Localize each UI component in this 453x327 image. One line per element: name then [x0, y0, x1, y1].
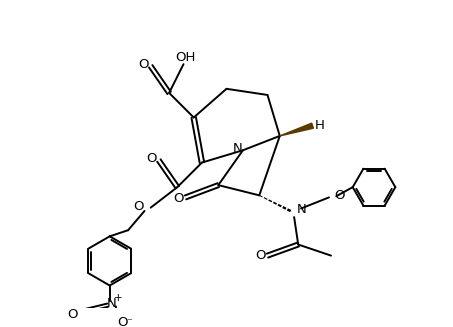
Text: O: O — [146, 152, 157, 165]
Text: O: O — [67, 308, 78, 321]
Text: O: O — [173, 192, 183, 205]
Text: N: N — [107, 297, 116, 310]
Text: H: H — [315, 119, 325, 132]
Text: N: N — [233, 142, 243, 155]
Text: O: O — [334, 189, 345, 202]
Text: O: O — [255, 249, 265, 262]
Text: N: N — [297, 203, 307, 216]
Text: OH: OH — [175, 51, 196, 64]
Text: O: O — [118, 316, 128, 327]
Text: O: O — [138, 58, 149, 71]
Text: O: O — [133, 200, 143, 213]
Text: +: + — [115, 293, 123, 303]
Polygon shape — [280, 123, 313, 136]
Text: ⁻: ⁻ — [126, 318, 132, 327]
